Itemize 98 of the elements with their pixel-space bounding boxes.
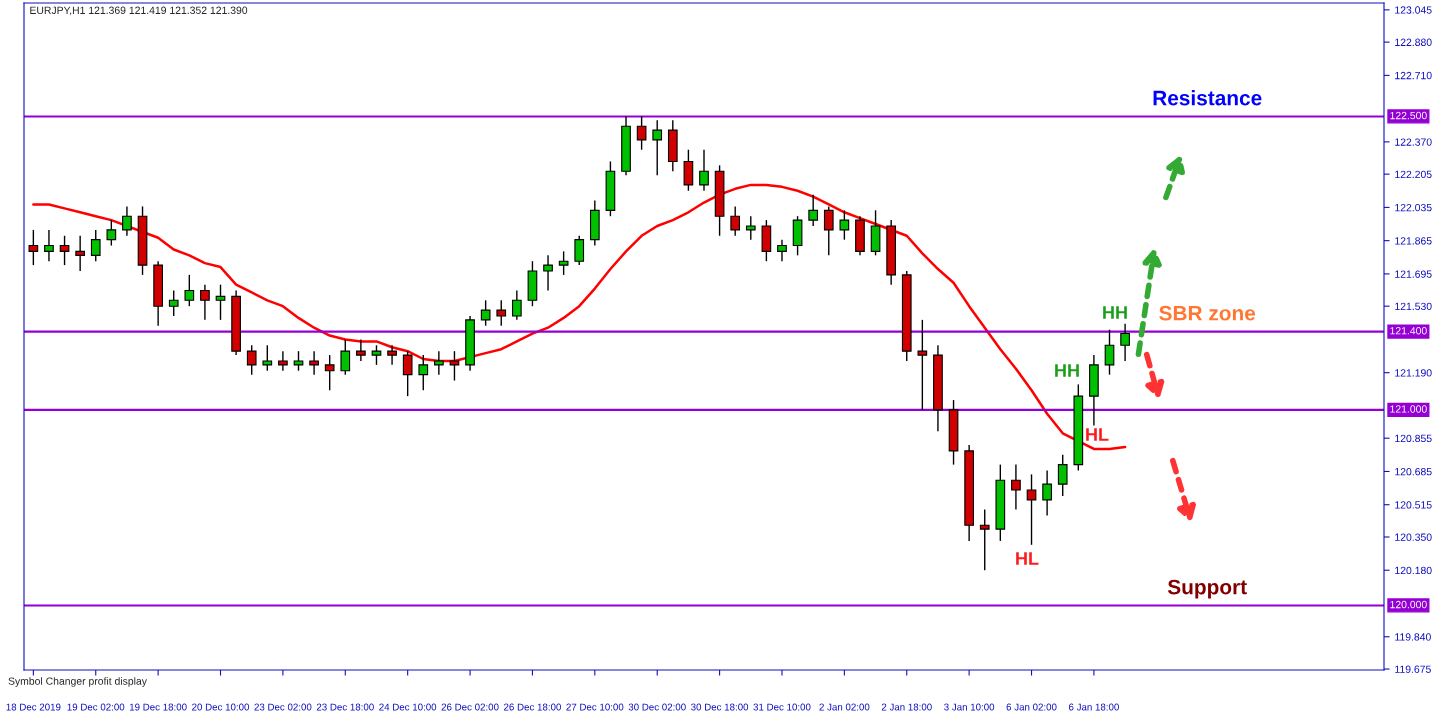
y-tick-label: 120.350: [1395, 533, 1432, 541]
candlestick: [90, 229, 101, 262]
candlestick: [1026, 473, 1037, 546]
x-tick-label: 19 Dec 02:00: [67, 703, 125, 711]
annotation: HH: [1103, 306, 1127, 319]
ref-line-label: 122.500: [1390, 111, 1427, 120]
candlestick: [699, 149, 709, 192]
candlestick: [387, 344, 397, 366]
y-tick-label: 120.515: [1395, 501, 1432, 509]
y-tick-label: 122.035: [1395, 203, 1432, 212]
y-tick-label: 119.675: [1395, 665, 1431, 673]
x-tick-label: 23 Dec 18:00: [316, 703, 374, 711]
y-tick-label: 120.855: [1395, 434, 1432, 443]
y-tick-label: 119.840: [1395, 633, 1431, 641]
candlestick: [558, 250, 569, 276]
x-tick-label: 23 Dec 02:00: [254, 703, 312, 711]
candlestick: [730, 205, 741, 237]
x-tick-label: 30 Dec 02:00: [628, 703, 686, 711]
annotation: Support: [1167, 579, 1247, 599]
y-tick-label: 121.530: [1395, 302, 1432, 311]
candlestick: [293, 350, 304, 372]
y-tick-label: 121.190: [1395, 369, 1432, 377]
candlestick: [262, 344, 273, 372]
candlestick: [324, 354, 335, 391]
candlestick: [480, 299, 491, 327]
annotation: Resistance: [1153, 90, 1262, 106]
y-tick-label: 122.710: [1395, 71, 1432, 80]
candlestick: [449, 350, 460, 382]
candlestick: [808, 193, 819, 227]
ref-line-label: 121.400: [1390, 327, 1427, 335]
candlestick: [979, 508, 990, 571]
x-tick-label: 26 Dec 18:00: [504, 703, 561, 711]
candlestick: [184, 274, 195, 307]
candlestick: [683, 149, 694, 192]
candlestick: [28, 229, 39, 266]
x-tick-label: 30 Dec 18:00: [691, 703, 749, 711]
candlestick: [1104, 328, 1115, 376]
candlestick: [1011, 463, 1021, 511]
candlestick: [106, 219, 117, 247]
x-tick-label: 31 Dec 10:00: [753, 703, 811, 711]
x-tick-label: 24 Dec 10:00: [379, 703, 437, 711]
candlestick: [636, 115, 647, 151]
y-tick-label: 121.695: [1395, 270, 1432, 278]
candlestick: [356, 338, 366, 362]
y-tick-label: 122.370: [1395, 138, 1432, 146]
candlestick: [512, 289, 522, 321]
y-tick-label: 121.865: [1395, 237, 1432, 245]
x-tick-label: 26 Dec 02:00: [441, 703, 499, 711]
x-tick-label: 6 Jan 18:00: [1069, 703, 1119, 711]
candlestick: [823, 205, 834, 257]
candlestick: [44, 229, 54, 262]
x-tick-label: 2 Jan 18:00: [881, 703, 932, 711]
annotation: SBR zone: [1159, 305, 1256, 321]
candlestick: [496, 299, 507, 327]
candlestick: [122, 205, 132, 237]
candlestick: [371, 344, 382, 366]
x-tick-label: 20 Dec 10:00: [192, 703, 250, 711]
y-tick-label: 122.880: [1395, 38, 1432, 46]
x-tick-label: 27 Dec 10:00: [566, 703, 624, 711]
candlestick: [200, 283, 210, 321]
candlestick: [917, 319, 928, 411]
ref-line-label: 121.000: [1390, 405, 1427, 413]
y-tick-label: 120.685: [1395, 467, 1432, 476]
text: Symbol Changer profit display: [8, 677, 147, 687]
candlestick: [745, 215, 756, 241]
x-tick-label: 2 Jan 02:00: [819, 703, 870, 711]
candlestick: [434, 350, 444, 376]
candlestick: [1042, 469, 1052, 517]
y-tick-label: 122.205: [1395, 170, 1432, 179]
x-tick-label: 3 Jan 10:00: [944, 703, 995, 711]
candlestick: [839, 209, 850, 241]
candlestick: [168, 289, 179, 317]
annotation: EURJPY,H1 121.369 121.419 121.352 121.390: [30, 6, 248, 16]
x-tick-label: 6 Jan 02:00: [1006, 703, 1057, 711]
y-tick-label: 120.180: [1395, 566, 1432, 575]
candlestick: [574, 235, 585, 266]
candlestick: [1057, 454, 1068, 497]
candlestick: [278, 350, 288, 372]
x-tick-label: 18 Dec 2019: [6, 703, 61, 711]
candlestick: [652, 119, 663, 176]
candlestick: [309, 350, 319, 376]
candlestick: [1120, 323, 1130, 362]
annotation: HH: [1055, 364, 1079, 377]
candlestick: [777, 238, 787, 262]
candlestick: [418, 354, 429, 391]
candlestick: [543, 254, 553, 292]
annotation: HL: [1016, 552, 1039, 565]
y-tick-label: 123.045: [1395, 6, 1432, 14]
x-tick-label: 19 Dec 18:00: [129, 703, 187, 711]
candlestick: [340, 338, 351, 376]
annotation: HL: [1086, 428, 1109, 441]
ref-line-label: 120.000: [1390, 600, 1427, 609]
candlestick: [402, 350, 413, 397]
candlestick: [246, 344, 257, 376]
candlestick: [75, 235, 85, 272]
candlestick: [59, 235, 70, 266]
line-series: [32, 183, 1127, 451]
candlestick: [215, 283, 226, 321]
